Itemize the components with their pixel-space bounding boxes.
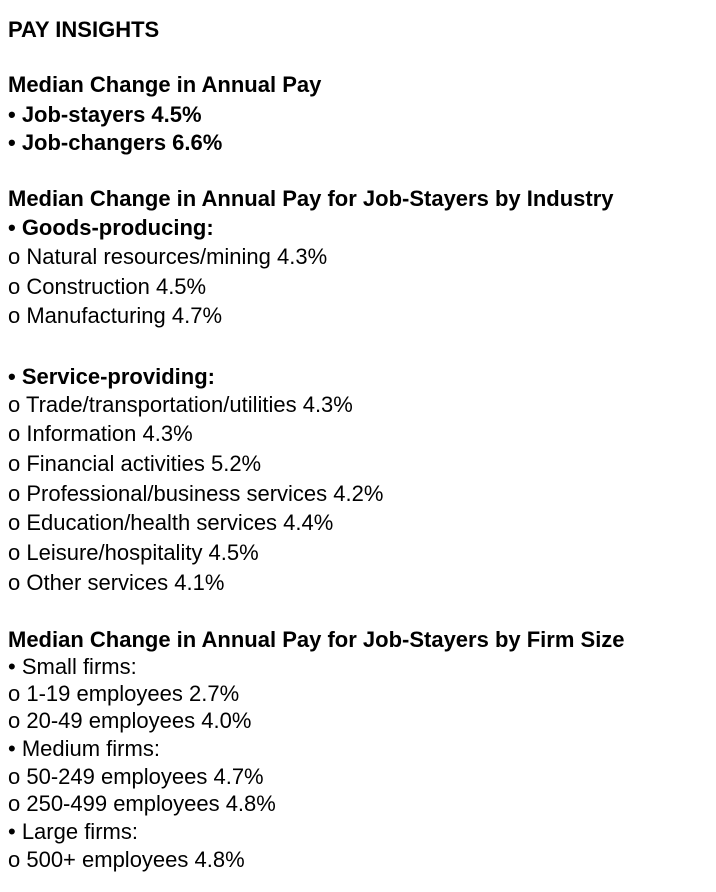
list-item: o Construction 4.5%	[8, 274, 207, 299]
list-item: • Large firms:	[8, 819, 138, 844]
list-item: • Small firms:	[8, 654, 137, 679]
list-item: o Financial activities 5.2%	[8, 451, 262, 476]
section-heading: Median Change in Annual Pay for Job-Stay…	[8, 627, 625, 652]
list-item: • Job-changers 6.6%	[8, 130, 223, 155]
list-item: • Service-providing:	[8, 364, 215, 389]
list-item: o 20-49 employees 4.0%	[8, 708, 252, 733]
list-item: • Medium firms:	[8, 736, 160, 761]
list-item: o Trade/transportation/utilities 4.3%	[8, 392, 353, 417]
list-item: o Professional/business services 4.2%	[8, 481, 384, 506]
list-item: • Goods-producing:	[8, 215, 214, 240]
list-item: • Job-stayers 4.5%	[8, 102, 202, 127]
list-item: o Natural resources/mining 4.3%	[8, 244, 328, 269]
section-heading: Median Change in Annual Pay for Job-Stay…	[8, 186, 614, 211]
list-item: o Leisure/hospitality 4.5%	[8, 540, 259, 565]
title: PAY INSIGHTS	[8, 17, 160, 42]
list-item: o 1-19 employees 2.7%	[8, 681, 240, 706]
list-item: o 50-249 employees 4.7%	[8, 764, 264, 789]
list-item: o 250-499 employees 4.8%	[8, 791, 276, 816]
list-item: o Manufacturing 4.7%	[8, 303, 223, 328]
section-heading: Median Change in Annual Pay	[8, 72, 322, 97]
list-item: o 500+ employees 4.8%	[8, 847, 245, 872]
list-item: o Information 4.3%	[8, 421, 193, 446]
list-item: o Education/health services 4.4%	[8, 510, 334, 535]
list-item: o Other services 4.1%	[8, 570, 225, 595]
